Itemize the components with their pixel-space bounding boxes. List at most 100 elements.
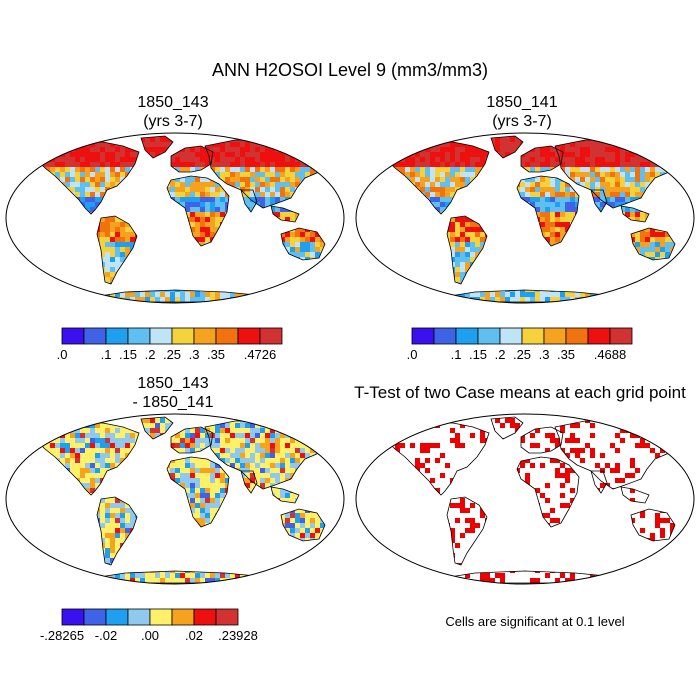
grid-cell: [250, 162, 255, 167]
grid-cell: [565, 197, 570, 202]
grid-cell: [315, 207, 320, 212]
grid-cell: [520, 232, 525, 237]
grid-cell: [380, 217, 385, 222]
grid-cell: [430, 277, 435, 282]
grid-cell: [80, 147, 85, 152]
grid-cell: [425, 147, 430, 152]
grid-cell: [640, 172, 645, 177]
grid-cell: [200, 267, 205, 272]
grid-cell: [90, 147, 95, 152]
grid-cell: [235, 172, 240, 177]
grid-cell: [325, 282, 327, 287]
grid-cell: [450, 162, 455, 167]
grid-cell: [80, 172, 85, 177]
grid-cell: [20, 142, 25, 147]
grid-cell: [305, 242, 310, 247]
grid-cell: [195, 157, 200, 162]
grid-cell: [120, 136, 125, 137]
grid-cell: [135, 182, 140, 187]
grid-cell: [405, 187, 410, 192]
grid-cell: [220, 272, 225, 277]
grid-cell: [655, 172, 660, 177]
grid-cell: [385, 182, 390, 187]
grid-cell: [275, 172, 280, 177]
grid-cell: [605, 147, 610, 152]
grid-cell: [600, 177, 605, 182]
grid-cell: [530, 162, 535, 167]
grid-cell: [515, 212, 520, 217]
grid-cell: [650, 232, 655, 237]
grid-cell: [45, 247, 50, 252]
grid-cell: [610, 177, 615, 182]
grid-cell: [550, 237, 555, 242]
grid-cell: [580, 147, 585, 152]
grid-cell: [15, 137, 20, 142]
grid-cell: [410, 157, 415, 162]
grid-cell: [550, 197, 555, 202]
grid-cell: [130, 242, 135, 247]
grid-cell: [415, 202, 420, 207]
grid-cell: [405, 157, 410, 162]
grid-cell: [410, 287, 415, 292]
grid-cell: [135, 207, 140, 212]
grid-cell: [205, 172, 210, 177]
grid-cell: [75, 147, 80, 152]
grid-cell: [465, 192, 470, 197]
grid-cell: [10, 262, 15, 267]
grid-cell: [610, 247, 615, 252]
grid-cell: [30, 277, 35, 282]
grid-cell: [640, 262, 645, 267]
grid-cell: [35, 182, 40, 187]
grid-cell: [60, 262, 65, 267]
grid-cell: [305, 147, 310, 152]
grid-cell: [440, 152, 445, 157]
grid-cell: [655, 232, 660, 237]
grid-cell: [280, 177, 285, 182]
grid-cell: [365, 152, 370, 157]
grid-cell: [605, 297, 610, 302]
grid-cell: [50, 222, 55, 227]
grid-cell: [50, 292, 55, 297]
grid-cell: [395, 262, 400, 267]
grid-cell: [255, 277, 260, 282]
grid-cell: [330, 222, 335, 227]
grid-cell: [525, 292, 530, 297]
grid-cell: [195, 167, 200, 172]
grid-cell: [220, 192, 225, 197]
grid-cell: [525, 262, 530, 267]
grid-cell: [395, 202, 400, 207]
grid-cell: [210, 182, 215, 187]
grid-cell: [145, 207, 150, 212]
grid-cell: [340, 192, 345, 197]
grid-cell: [625, 287, 630, 292]
grid-cell: [635, 287, 640, 292]
grid-cell: [480, 202, 485, 207]
grid-cell: [360, 222, 365, 227]
grid-cell: [20, 413, 25, 418]
grid-cell: [485, 227, 490, 232]
grid-cell: [615, 282, 620, 287]
grid-cell: [210, 197, 215, 202]
grid-cell: [690, 262, 695, 267]
grid-cell: [270, 232, 275, 237]
grid-cell: [405, 197, 410, 202]
grid-cell: [430, 257, 435, 262]
grid-cell: [150, 272, 155, 277]
grid-cell: [620, 237, 625, 242]
grid-cell: [535, 207, 540, 212]
grid-cell: [285, 192, 290, 197]
grid-cell: [10, 177, 15, 182]
grid-cell: [610, 302, 615, 307]
grid-cell: [10, 212, 15, 217]
grid-cell: [215, 147, 220, 152]
grid-cell: [195, 292, 200, 297]
grid-cell: [10, 132, 15, 137]
grid-cell: [155, 192, 160, 197]
grid-cell: [545, 167, 550, 172]
grid-cell: [5, 187, 10, 192]
grid-cell: [410, 247, 415, 252]
grid-cell: [390, 137, 395, 142]
grid-cell: [320, 152, 325, 157]
grid-cell: [290, 137, 295, 142]
grid-cell: [150, 202, 155, 207]
